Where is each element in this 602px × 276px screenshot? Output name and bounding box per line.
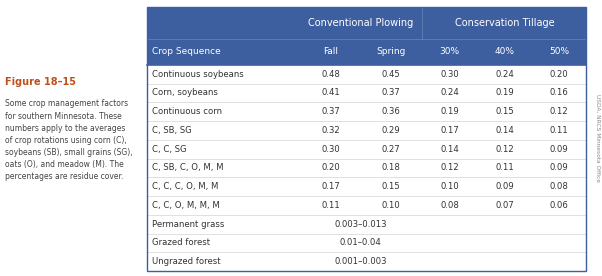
Text: 0.20: 0.20: [550, 70, 568, 79]
Text: Permanent grass: Permanent grass: [152, 220, 225, 229]
Text: 0.01–0.04: 0.01–0.04: [340, 238, 382, 247]
Bar: [147, 39, 586, 65]
Text: 0.27: 0.27: [382, 145, 400, 154]
Text: Crop Sequence: Crop Sequence: [152, 47, 221, 56]
Text: 0.15: 0.15: [495, 107, 514, 116]
Text: 0.09: 0.09: [550, 145, 568, 154]
Text: 0.20: 0.20: [321, 163, 340, 172]
Bar: [147, 159, 586, 177]
Text: 50%: 50%: [549, 47, 569, 56]
Text: Some crop management factors
for southern Minnesota. These
numbers apply to the : Some crop management factors for souther…: [5, 99, 132, 181]
Text: 0.19: 0.19: [441, 107, 459, 116]
Text: 0.15: 0.15: [382, 182, 400, 191]
Text: 0.08: 0.08: [550, 182, 568, 191]
Text: 0.09: 0.09: [550, 163, 568, 172]
Bar: [147, 252, 586, 271]
Text: 0.12: 0.12: [495, 145, 514, 154]
Text: 0.003–0.013: 0.003–0.013: [335, 220, 387, 229]
Text: 0.06: 0.06: [550, 201, 568, 210]
Bar: [147, 121, 586, 140]
Text: 0.37: 0.37: [382, 89, 400, 97]
Text: 0.14: 0.14: [441, 145, 459, 154]
Text: Grazed forest: Grazed forest: [152, 238, 211, 247]
Text: 0.17: 0.17: [441, 126, 459, 135]
Text: 0.17: 0.17: [321, 182, 340, 191]
Bar: [147, 65, 586, 84]
Text: 0.08: 0.08: [441, 201, 459, 210]
Text: 0.37: 0.37: [321, 107, 340, 116]
Text: 0.11: 0.11: [495, 163, 514, 172]
Text: C, C, O, M, M, M: C, C, O, M, M, M: [152, 201, 220, 210]
Text: 0.07: 0.07: [495, 201, 514, 210]
Text: Fall: Fall: [323, 47, 338, 56]
Bar: [147, 84, 586, 102]
Text: Ungrazed forest: Ungrazed forest: [152, 257, 221, 266]
Text: 0.09: 0.09: [495, 182, 514, 191]
Text: Conservation Tillage: Conservation Tillage: [455, 18, 554, 28]
Bar: [147, 7, 586, 39]
Text: C, C, C, O, M, M: C, C, C, O, M, M: [152, 182, 219, 191]
Text: 40%: 40%: [495, 47, 515, 56]
Bar: [147, 215, 586, 233]
Bar: [147, 7, 586, 271]
Text: 0.12: 0.12: [441, 163, 459, 172]
Text: 0.001–0.003: 0.001–0.003: [335, 257, 387, 266]
Text: USDA, NRCS Minnesota Office: USDA, NRCS Minnesota Office: [595, 94, 600, 182]
Bar: [147, 102, 586, 121]
Bar: [147, 177, 586, 196]
Bar: [147, 233, 586, 252]
Text: 0.29: 0.29: [382, 126, 400, 135]
Bar: [147, 140, 586, 159]
Text: Continuous soybeans: Continuous soybeans: [152, 70, 244, 79]
Text: C, SB, SG: C, SB, SG: [152, 126, 192, 135]
Bar: [147, 196, 586, 215]
Text: Figure 18–15: Figure 18–15: [5, 77, 76, 87]
Text: 0.10: 0.10: [441, 182, 459, 191]
Text: C, SB, C, O, M, M: C, SB, C, O, M, M: [152, 163, 224, 172]
Text: 0.48: 0.48: [321, 70, 340, 79]
Text: 0.18: 0.18: [381, 163, 400, 172]
Text: 0.45: 0.45: [382, 70, 400, 79]
Text: 0.36: 0.36: [382, 107, 400, 116]
Text: 0.24: 0.24: [495, 70, 514, 79]
Text: Corn, soybeans: Corn, soybeans: [152, 89, 218, 97]
Text: 0.11: 0.11: [550, 126, 568, 135]
Text: Spring: Spring: [376, 47, 406, 56]
Text: C, C, SG: C, C, SG: [152, 145, 187, 154]
Text: 0.24: 0.24: [441, 89, 459, 97]
Text: 0.10: 0.10: [382, 201, 400, 210]
Text: 30%: 30%: [440, 47, 460, 56]
Text: Continuous corn: Continuous corn: [152, 107, 222, 116]
Text: 0.12: 0.12: [550, 107, 568, 116]
Text: 0.19: 0.19: [495, 89, 514, 97]
Text: 0.14: 0.14: [495, 126, 514, 135]
Text: 0.11: 0.11: [321, 201, 340, 210]
Text: 0.41: 0.41: [321, 89, 340, 97]
Text: Conventional Plowing: Conventional Plowing: [308, 18, 414, 28]
Text: 0.30: 0.30: [441, 70, 459, 79]
Text: 0.16: 0.16: [550, 89, 568, 97]
Text: 0.30: 0.30: [321, 145, 340, 154]
Text: 0.32: 0.32: [321, 126, 340, 135]
